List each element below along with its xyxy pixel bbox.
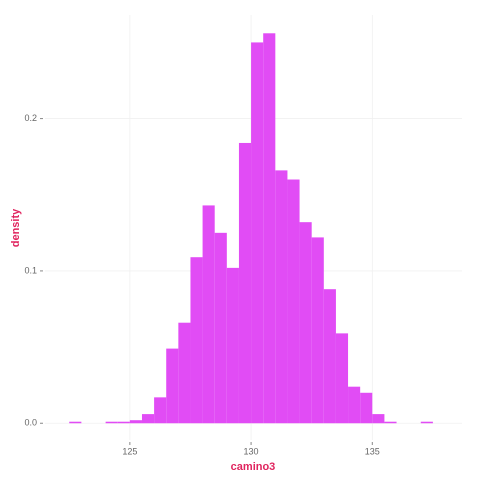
bar: [323, 289, 336, 424]
bar: [129, 420, 142, 424]
x-axis-label: camino3: [231, 461, 276, 473]
bar: [105, 421, 118, 424]
bar: [166, 348, 179, 424]
y-axis-label: density: [10, 208, 22, 247]
bar: [226, 267, 239, 424]
bar: [299, 222, 312, 424]
y-tick-label: 0.1: [24, 265, 37, 275]
bar: [348, 386, 361, 424]
x-tick-label: 125: [122, 446, 137, 456]
bar: [238, 142, 252, 424]
bar: [69, 421, 82, 424]
x-tick-label: 135: [365, 446, 380, 456]
bar: [141, 414, 155, 424]
bar: [275, 170, 288, 424]
bar: [178, 322, 191, 424]
bar: [117, 421, 130, 424]
bar: [154, 397, 167, 424]
bar: [360, 392, 373, 424]
y-tick-label: 0.2: [24, 113, 37, 123]
bar: [420, 421, 433, 424]
bar: [384, 421, 397, 424]
x-tick-label: 130: [244, 446, 259, 456]
bar: [214, 232, 227, 424]
bar: [335, 333, 349, 424]
y-tick-label: 0.0: [24, 418, 37, 428]
bar: [251, 42, 264, 424]
bar: [287, 179, 300, 424]
bar: [372, 414, 385, 424]
bar: [190, 257, 203, 424]
bar: [202, 205, 215, 424]
bar: [263, 33, 276, 424]
bar: [311, 237, 324, 424]
